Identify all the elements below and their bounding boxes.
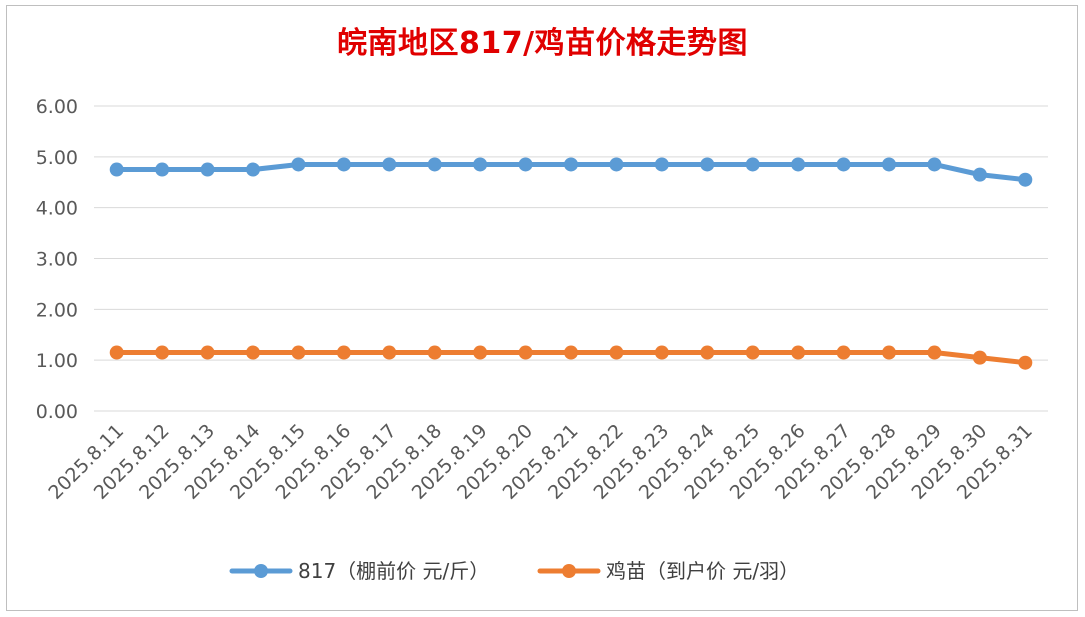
legend-swatch-marker [562,564,576,578]
data-point [745,157,760,172]
data-point [1018,172,1033,187]
data-point [336,345,351,360]
y-axis-ticks: 0.00 1.00 2.00 3.00 4.00 5.00 6.00 [36,96,78,423]
y-tick-label: 0.00 [36,401,78,423]
data-point [246,345,260,360]
data-point [564,157,578,172]
data-point [200,162,215,177]
data-point [382,157,397,172]
data-point [109,162,124,177]
y-tick-label: 6.00 [36,96,78,118]
x-axis-ticks: 2025.8.112025.8.122025.8.132025.8.142025… [44,420,1037,504]
series-layer [109,157,1033,370]
data-point [155,162,170,177]
data-point [882,345,896,360]
chart-title: 皖南地区817/鸡苗价格走势图 [336,26,749,61]
data-point [700,345,715,360]
data-point [473,157,488,172]
data-point [609,157,624,172]
data-point [700,157,715,172]
data-point [291,345,306,360]
legend-item-1: 817（棚前价 元/斤） [229,559,489,583]
data-point [654,345,669,360]
legend-item-2: 鸡苗（到户价 元/羽） [537,559,799,583]
data-point [927,345,942,360]
data-point [654,157,669,172]
data-point [972,167,987,182]
legend-label: 鸡苗（到户价 元/羽） [606,559,799,583]
data-point [836,157,851,172]
data-point [382,345,397,360]
data-point [246,162,260,177]
data-point [109,345,124,360]
gridlines [94,105,1048,412]
data-point [791,345,806,360]
y-tick-label: 5.00 [36,147,78,169]
data-point [518,345,533,360]
data-point [609,345,624,360]
data-point [882,157,896,172]
y-tick-label: 4.00 [36,198,78,220]
data-point [336,157,351,172]
series-2 [109,345,1033,370]
data-point [473,345,488,360]
legend-label: 817（棚前价 元/斤） [298,559,489,583]
data-point [291,157,306,172]
legend-swatch-marker [254,564,268,578]
data-point [427,157,442,172]
data-point [427,345,442,360]
data-point [927,157,942,172]
data-point [1018,355,1033,370]
data-point [155,345,170,360]
data-point [200,345,215,360]
y-tick-label: 2.00 [36,299,78,321]
data-point [745,345,760,360]
data-point [791,157,806,172]
data-point [518,157,533,172]
data-point [564,345,578,360]
data-point [972,350,987,365]
y-tick-label: 3.00 [36,249,78,271]
series-1 [109,157,1033,187]
data-point [836,345,851,360]
legend: 817（棚前价 元/斤） 鸡苗（到户价 元/羽） [229,559,799,583]
y-tick-label: 1.00 [36,350,78,372]
